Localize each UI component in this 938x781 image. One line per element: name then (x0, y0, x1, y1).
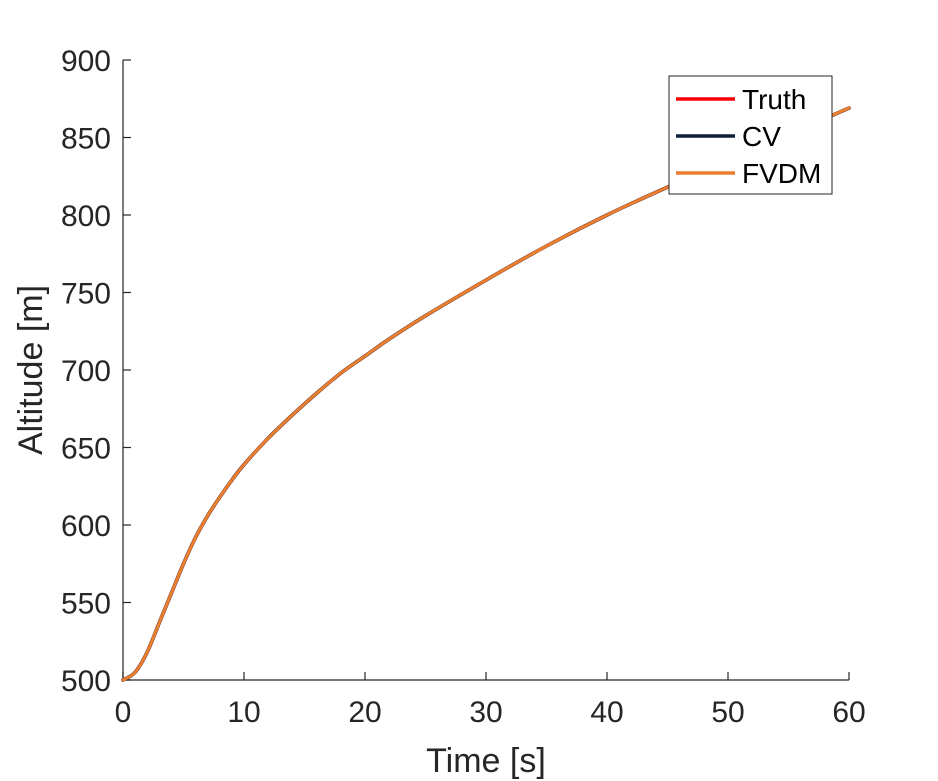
legend-label-cv: CV (742, 121, 781, 152)
y-tick-label: 900 (61, 45, 111, 78)
series-lines (121, 106, 851, 682)
y-tick-label: 850 (61, 123, 111, 156)
y-tick-label: 800 (61, 200, 111, 233)
y-axis-label: Altitude [m] (12, 285, 50, 455)
legend-label-fvdm: FVDM (742, 158, 821, 189)
x-tick-label: 30 (469, 696, 502, 729)
x-tick-label: 50 (711, 696, 744, 729)
y-tick-label: 500 (61, 665, 111, 698)
y-tick-label: 600 (61, 510, 111, 543)
x-tick-label: 10 (227, 696, 260, 729)
legend: Truth CV FVDM (668, 75, 833, 195)
x-tick-label: 0 (115, 696, 132, 729)
y-tick-label: 550 (61, 588, 111, 621)
x-tick-label: 60 (832, 696, 865, 729)
y-tick-label: 750 (61, 278, 111, 311)
axes: 0 10 20 30 40 50 60 500 550 600 650 700 750 800 850 900 (61, 45, 866, 729)
x-tick-label: 20 (348, 696, 381, 729)
x-axis-label: Time [s] (426, 742, 546, 780)
y-tick-label: 700 (61, 355, 111, 388)
legend-label-truth: Truth (742, 84, 806, 115)
series-line-fvdm (121, 106, 851, 682)
x-tick-label: 40 (590, 696, 623, 729)
y-tick-label: 650 (61, 433, 111, 466)
